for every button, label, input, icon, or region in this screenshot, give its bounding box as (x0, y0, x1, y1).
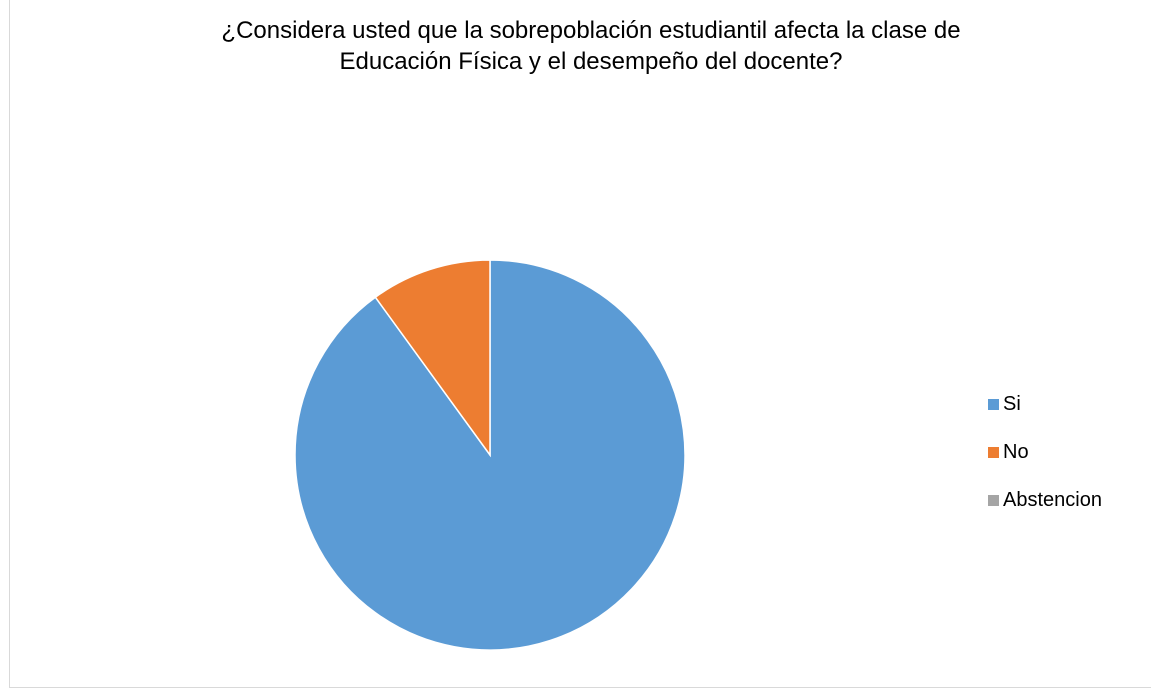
legend-item-si: Si (988, 392, 1102, 416)
legend-label-si: Si (1003, 393, 1021, 415)
chart-title-line-1: ¿Considera usted que la sobrepoblación e… (221, 17, 961, 44)
legend-swatch-no (988, 446, 999, 458)
chart-title-line-2: Educación Física y el desempeño del doce… (339, 48, 843, 75)
legend-item-no: No (988, 440, 1102, 464)
legend-label-abstencion: Abstencion (1003, 489, 1102, 511)
pie-chart (294, 259, 686, 651)
chart-title: ¿Considera usted que la sobrepoblación e… (0, 15, 1151, 77)
legend: Si No Abstencion (988, 392, 1102, 536)
legend-swatch-si (988, 398, 999, 410)
legend-label-no: No (1003, 441, 1029, 463)
legend-swatch-abstencion (988, 494, 999, 506)
legend-item-abstencion: Abstencion (988, 488, 1102, 512)
pie-slice-no (374, 259, 491, 458)
